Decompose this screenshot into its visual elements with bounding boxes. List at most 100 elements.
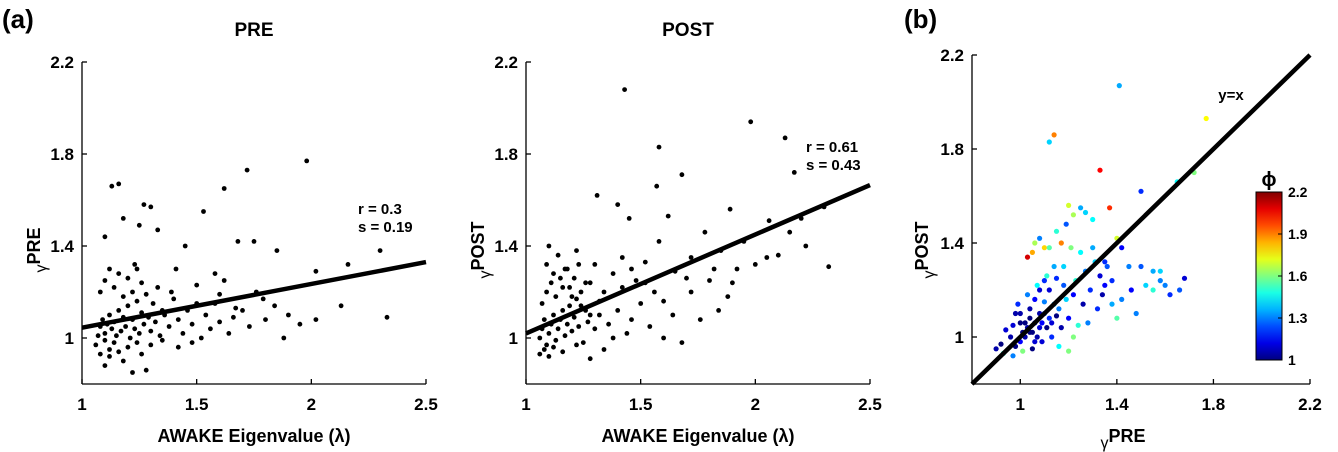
data-point bbox=[221, 186, 227, 191]
data-point bbox=[1128, 287, 1134, 293]
data-point bbox=[189, 321, 195, 327]
y-tick-label: 1.8 bbox=[494, 145, 518, 164]
data-point bbox=[544, 262, 549, 267]
data-point bbox=[688, 255, 694, 260]
y-tick-label: 1.8 bbox=[940, 140, 964, 159]
data-point bbox=[656, 239, 662, 244]
data-point bbox=[1150, 268, 1156, 274]
colorbar-tick-label: 2.2 bbox=[1288, 184, 1308, 200]
data-point bbox=[175, 317, 181, 322]
data-point bbox=[212, 271, 218, 276]
data-point bbox=[384, 314, 390, 320]
x-tick-label: 1.5 bbox=[185, 395, 209, 414]
data-point bbox=[1027, 306, 1033, 312]
data-point bbox=[626, 216, 632, 221]
y-tick-label: 2.2 bbox=[940, 46, 964, 65]
y-tick-label: 1.4 bbox=[940, 234, 964, 253]
data-point bbox=[647, 324, 653, 329]
data-point bbox=[679, 172, 685, 178]
x-axis-label: AWAKE Eigenvalue (λ) bbox=[157, 426, 350, 446]
data-point bbox=[578, 289, 584, 295]
data-point bbox=[670, 312, 676, 318]
data-point bbox=[134, 298, 140, 304]
data-point bbox=[143, 367, 149, 373]
data-point bbox=[775, 252, 781, 258]
data-point bbox=[189, 340, 195, 345]
data-point bbox=[233, 305, 239, 311]
data-point bbox=[201, 209, 206, 214]
data-point bbox=[548, 280, 554, 286]
y-tick-label: 1.8 bbox=[50, 145, 74, 164]
data-point bbox=[1177, 287, 1183, 293]
data-point bbox=[118, 328, 124, 334]
data-point bbox=[610, 335, 616, 341]
data-point bbox=[1051, 132, 1057, 138]
data-point bbox=[377, 248, 383, 254]
y-tick-label: 1.4 bbox=[50, 237, 74, 256]
x-tick-label: 1.4 bbox=[1105, 395, 1129, 414]
data-point bbox=[1090, 245, 1096, 251]
data-point bbox=[730, 280, 735, 286]
data-point bbox=[661, 298, 666, 304]
y-tick-label: 2.2 bbox=[50, 53, 74, 72]
x-tick-label: 1 bbox=[521, 395, 530, 414]
data-point bbox=[1053, 275, 1060, 281]
data-point bbox=[139, 351, 145, 357]
data-point bbox=[725, 294, 731, 299]
data-point bbox=[203, 312, 209, 318]
chart-post: POST r = 0.61 s = 0.43 AWAKE Eigenvalue … bbox=[468, 20, 882, 446]
data-point bbox=[679, 340, 685, 345]
data-point bbox=[665, 213, 671, 219]
data-point bbox=[782, 135, 788, 141]
data-point bbox=[562, 333, 568, 339]
data-point bbox=[1015, 301, 1021, 307]
data-point bbox=[551, 271, 556, 276]
data-point bbox=[1061, 282, 1067, 288]
data-point bbox=[702, 229, 708, 235]
y-tick-label: 2.2 bbox=[494, 53, 518, 72]
data-point bbox=[1044, 325, 1050, 331]
data-point bbox=[551, 344, 556, 350]
data-point bbox=[1162, 282, 1168, 288]
data-point bbox=[116, 181, 122, 187]
data-point bbox=[1085, 320, 1091, 326]
y-axis-label: γPOST bbox=[912, 221, 938, 278]
data-point bbox=[143, 291, 149, 297]
data-point bbox=[274, 248, 280, 254]
data-point bbox=[1066, 315, 1072, 321]
data-point bbox=[1032, 240, 1038, 246]
data-point bbox=[1099, 292, 1105, 298]
data-point bbox=[748, 119, 754, 125]
data-point bbox=[226, 331, 232, 336]
x-axis-label: AWAKE Eigenvalue (λ) bbox=[601, 426, 794, 446]
data-point bbox=[111, 285, 117, 290]
data-point bbox=[1167, 292, 1173, 298]
data-point bbox=[1024, 254, 1031, 260]
data-point bbox=[606, 321, 611, 327]
x-tick-label: 1 bbox=[1016, 395, 1025, 414]
data-point bbox=[180, 331, 186, 336]
data-point bbox=[544, 289, 549, 295]
data-point bbox=[1032, 296, 1038, 302]
data-point bbox=[564, 321, 570, 327]
data-point bbox=[155, 285, 161, 290]
data-point bbox=[560, 349, 566, 355]
data-point bbox=[558, 275, 563, 281]
data-point bbox=[1094, 306, 1101, 312]
data-point bbox=[173, 266, 179, 272]
y-axis-label: γPOST bbox=[468, 221, 494, 278]
data-point bbox=[155, 227, 161, 233]
data-point bbox=[141, 321, 147, 327]
y-axis-label: γPRE bbox=[24, 227, 50, 272]
x-tick-label: 1.8 bbox=[1202, 395, 1226, 414]
data-point bbox=[1003, 327, 1009, 333]
data-point bbox=[1051, 263, 1057, 270]
data-point bbox=[571, 275, 577, 281]
data-point bbox=[1053, 228, 1060, 234]
data-point bbox=[97, 351, 103, 357]
data-point bbox=[560, 308, 566, 313]
data-point bbox=[102, 337, 108, 343]
data-point bbox=[182, 243, 188, 249]
data-point bbox=[1010, 322, 1016, 328]
